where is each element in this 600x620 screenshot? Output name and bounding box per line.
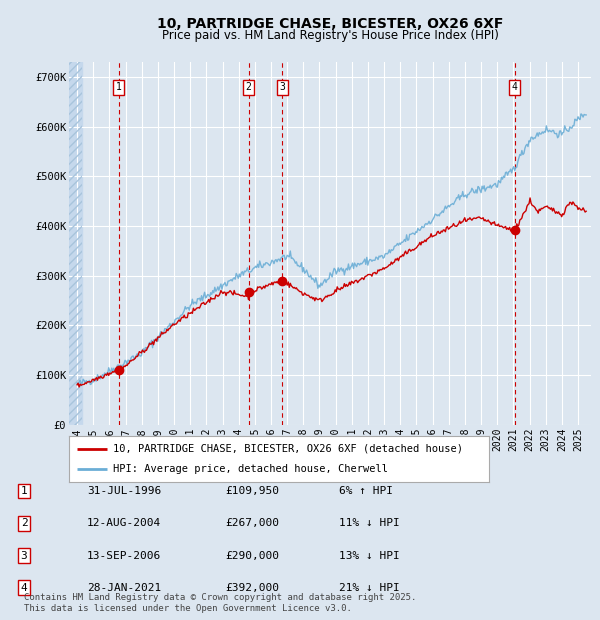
Text: 6% ↑ HPI: 6% ↑ HPI: [339, 486, 393, 496]
Text: 1: 1: [116, 82, 122, 92]
Text: 2: 2: [20, 518, 28, 528]
Text: Price paid vs. HM Land Registry's House Price Index (HPI): Price paid vs. HM Land Registry's House …: [161, 30, 499, 42]
Text: 13-SEP-2006: 13-SEP-2006: [87, 551, 161, 560]
Text: 3: 3: [280, 82, 286, 92]
Text: 28-JAN-2021: 28-JAN-2021: [87, 583, 161, 593]
Text: 3: 3: [20, 551, 28, 560]
Text: 21% ↓ HPI: 21% ↓ HPI: [339, 583, 400, 593]
Text: 2: 2: [246, 82, 251, 92]
Text: 11% ↓ HPI: 11% ↓ HPI: [339, 518, 400, 528]
Bar: [69, 62, 82, 425]
Text: £392,000: £392,000: [225, 583, 279, 593]
Text: 4: 4: [512, 82, 518, 92]
Text: HPI: Average price, detached house, Cherwell: HPI: Average price, detached house, Cher…: [113, 464, 388, 474]
Text: 12-AUG-2004: 12-AUG-2004: [87, 518, 161, 528]
Text: Contains HM Land Registry data © Crown copyright and database right 2025.
This d: Contains HM Land Registry data © Crown c…: [24, 593, 416, 613]
Text: 4: 4: [20, 583, 28, 593]
Text: 31-JUL-1996: 31-JUL-1996: [87, 486, 161, 496]
Text: 10, PARTRIDGE CHASE, BICESTER, OX26 6XF: 10, PARTRIDGE CHASE, BICESTER, OX26 6XF: [157, 17, 503, 30]
Text: £290,000: £290,000: [225, 551, 279, 560]
Bar: [69, 62, 82, 425]
Text: 13% ↓ HPI: 13% ↓ HPI: [339, 551, 400, 560]
Text: £267,000: £267,000: [225, 518, 279, 528]
Text: 10, PARTRIDGE CHASE, BICESTER, OX26 6XF (detached house): 10, PARTRIDGE CHASE, BICESTER, OX26 6XF …: [113, 444, 463, 454]
Text: 1: 1: [20, 486, 28, 496]
Text: £109,950: £109,950: [225, 486, 279, 496]
